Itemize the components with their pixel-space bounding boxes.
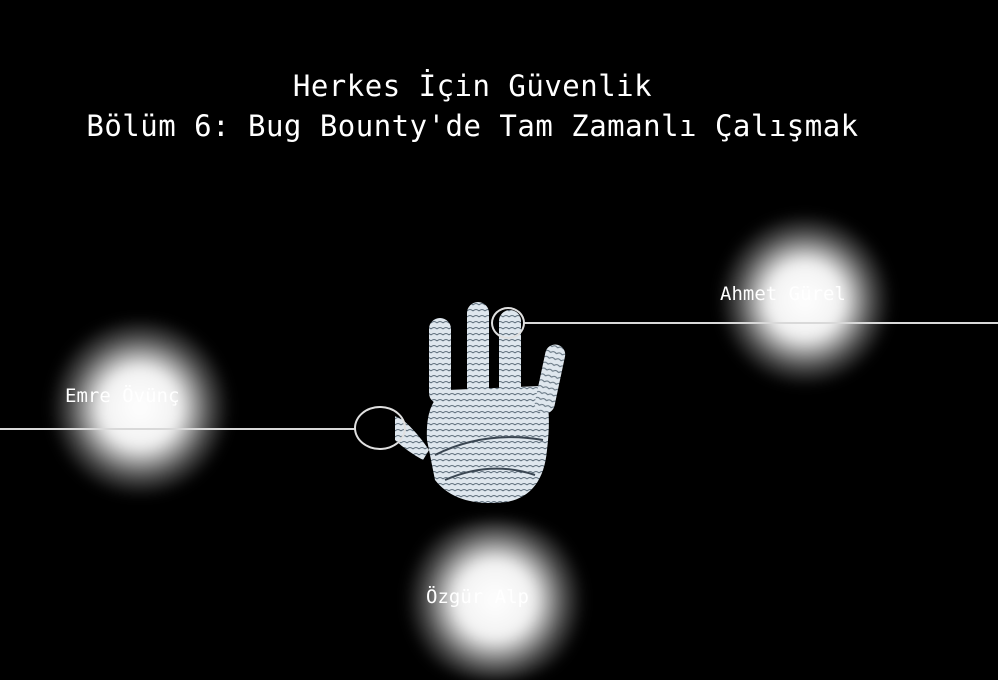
page-subtitle: Bölüm 6: Bug Bounty'de Tam Zamanlı Çalış… bbox=[86, 109, 859, 143]
connector-line-right bbox=[523, 322, 998, 324]
fingertip-ring-right bbox=[491, 307, 525, 339]
connector-line-left bbox=[0, 428, 356, 430]
name-ozgur-alp: Özgür Alp bbox=[426, 586, 529, 608]
title-block: Herkes İçin Güvenlik Bölüm 6: Bug Bounty… bbox=[0, 66, 945, 146]
glow-bottom bbox=[395, 520, 595, 680]
handprint-icon bbox=[395, 302, 566, 504]
page-title: Herkes İçin Güvenlik bbox=[292, 69, 653, 103]
name-emre-ovunc: Emre Övünç bbox=[65, 385, 180, 407]
glow-left bbox=[45, 320, 235, 495]
name-ahmet-gurel: Ahmet Gürel bbox=[720, 283, 846, 305]
glow-right bbox=[715, 215, 895, 385]
fingertip-ring-left bbox=[354, 406, 406, 450]
